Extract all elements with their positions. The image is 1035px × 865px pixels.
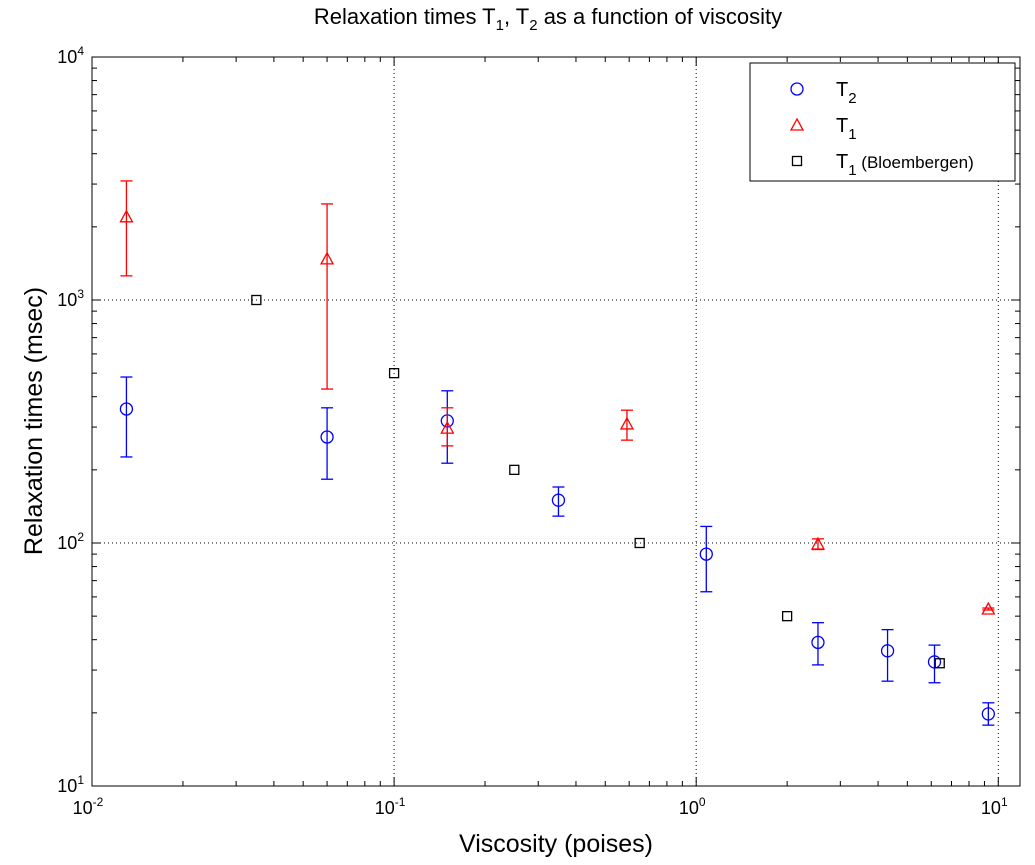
data-marks <box>119 180 996 726</box>
t2-errorbar <box>928 644 941 684</box>
t2-errorbar <box>552 486 565 517</box>
t1-bloembergen-point <box>251 294 262 306</box>
t1-point <box>810 536 826 550</box>
t2-errorbar <box>700 525 713 593</box>
y-tick-label: 101 <box>57 773 84 796</box>
t1-bloembergen-point <box>634 537 645 549</box>
t2-errorbar <box>881 628 894 682</box>
plot-frame <box>91 56 1021 787</box>
x-tick-label: 100 <box>679 795 706 818</box>
t1-point <box>319 251 335 265</box>
legend: T2 T1 T1 (Bloembergen) <box>749 62 1016 182</box>
t1-bloembergen-point <box>388 368 400 379</box>
t2-point <box>880 644 895 658</box>
x-tick-label: 10-2 <box>73 795 104 818</box>
t2-point <box>119 402 134 416</box>
chart-title: Relaxation times T1, T2 as a function of… <box>314 4 782 34</box>
legend-entry: T1 (Bloembergen) <box>836 151 974 179</box>
legend-marker <box>791 155 803 167</box>
t2-point <box>811 635 825 650</box>
t1-point <box>619 416 635 430</box>
t1-errorbar <box>811 538 824 551</box>
legend-marker <box>790 82 804 96</box>
y-axis-label: Relaxation times (msec) <box>20 287 48 555</box>
legend-box <box>749 62 1016 182</box>
t1-errorbar <box>120 180 133 277</box>
grid <box>92 57 1020 786</box>
t1-errorbar <box>321 203 334 390</box>
legend-entry: T1 <box>836 115 857 143</box>
x-tick-label: 10-1 <box>375 795 406 818</box>
axis-ticks: 10-2 10-1 100 101 101 102 103 104 <box>57 44 1020 818</box>
t2-errorbar <box>811 622 824 666</box>
t2-point <box>551 493 566 507</box>
t1-bloembergen-point <box>781 611 793 622</box>
t1-bloembergen-point <box>509 464 520 475</box>
t2-point <box>320 430 334 444</box>
t1-bloembergen-point <box>934 658 945 669</box>
y-tick-label: 104 <box>57 44 84 67</box>
t2-point <box>927 655 942 669</box>
legend-entry: T2 <box>836 79 857 107</box>
x-tick-label: 101 <box>981 795 1008 818</box>
t2-errorbar <box>120 376 133 458</box>
y-tick-label: 103 <box>57 287 84 310</box>
t1-point <box>440 420 455 434</box>
t1-errorbar <box>441 407 454 447</box>
t2-errorbar <box>982 702 995 726</box>
y-tick-label: 102 <box>57 530 84 553</box>
t2-point <box>981 707 995 721</box>
t2-point <box>699 547 713 561</box>
t1-errorbar <box>620 409 633 441</box>
x-axis-label: Viscosity (poises) <box>459 830 653 858</box>
t1-point <box>119 209 134 223</box>
legend-marker <box>789 117 805 131</box>
t1-point <box>981 601 996 615</box>
